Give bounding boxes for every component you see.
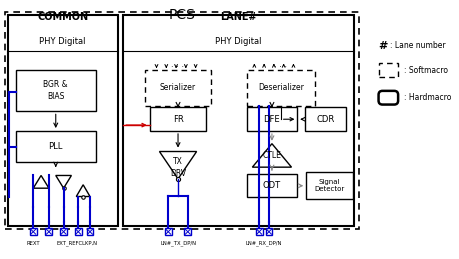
Bar [304, 107, 346, 131]
Text: CTLE: CTLE [262, 151, 281, 160]
Text: EXT_REFCLKP,N: EXT_REFCLKP,N [56, 241, 98, 246]
Bar [246, 70, 314, 105]
Polygon shape [76, 185, 90, 197]
Bar [75, 228, 82, 235]
Text: DFE: DFE [263, 115, 280, 124]
Text: #: # [378, 41, 387, 51]
FancyBboxPatch shape [378, 91, 397, 105]
Bar [16, 70, 95, 111]
Text: : Lane number: : Lane number [389, 41, 445, 50]
Bar [184, 228, 191, 235]
Text: TX
DRV: TX DRV [169, 157, 186, 178]
Bar [8, 15, 118, 226]
Text: LN#_TX_DP/N: LN#_TX_DP/N [160, 241, 196, 246]
Polygon shape [252, 144, 291, 167]
Text: PCS: PCS [168, 8, 195, 22]
Text: LN#_RX_DP/N: LN#_RX_DP/N [246, 241, 282, 246]
Polygon shape [33, 176, 49, 188]
Text: ODT: ODT [262, 181, 280, 190]
Text: . . .: . . . [274, 60, 287, 69]
Text: . . .: . . . [171, 60, 184, 69]
Text: BGR &
BIAS: BGR & BIAS [43, 81, 68, 101]
Text: : Softmacro: : Softmacro [403, 66, 447, 75]
Text: LANE#: LANE# [220, 12, 257, 22]
Text: Signal
Detector: Signal Detector [314, 179, 344, 192]
Text: PLL: PLL [49, 142, 63, 151]
Bar [30, 228, 37, 235]
Text: REXT: REXT [26, 241, 40, 246]
Text: FR: FR [172, 115, 183, 124]
Bar [149, 107, 206, 131]
Bar [265, 228, 272, 235]
Bar [5, 12, 358, 229]
Bar [145, 70, 211, 105]
Bar [306, 172, 353, 199]
Bar [45, 228, 52, 235]
Bar [246, 174, 297, 197]
Text: Deserializer: Deserializer [257, 83, 303, 92]
Bar [123, 15, 353, 226]
Bar [164, 228, 171, 235]
Text: Serializer: Serializer [160, 83, 196, 92]
Bar [16, 131, 95, 162]
Bar [246, 107, 297, 131]
Bar [378, 63, 397, 77]
Bar [255, 228, 262, 235]
Text: PHY Digital: PHY Digital [215, 37, 261, 46]
Text: : Hardmacro: : Hardmacro [403, 93, 450, 102]
Polygon shape [56, 176, 71, 188]
Text: CDR: CDR [316, 115, 334, 124]
Polygon shape [159, 152, 196, 179]
Text: PHY Digital: PHY Digital [39, 37, 86, 46]
Bar [86, 228, 93, 235]
Text: COMMON: COMMON [37, 12, 88, 22]
Bar [60, 228, 67, 235]
